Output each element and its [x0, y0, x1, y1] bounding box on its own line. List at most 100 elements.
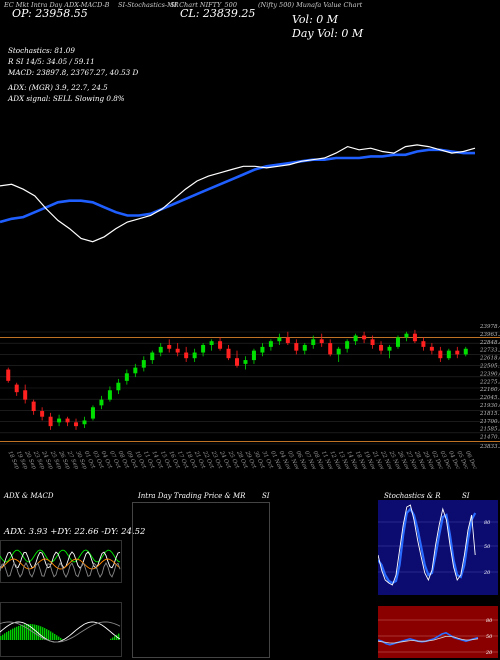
candle-body	[218, 341, 223, 349]
macd-histogram-bar	[0, 636, 2, 640]
candle-body	[14, 384, 19, 393]
macd-histogram-bar	[12, 628, 14, 640]
macd-histogram-bar	[52, 632, 54, 640]
candle-body	[124, 373, 129, 381]
macd-histogram-bar	[6, 632, 8, 640]
candle-body	[90, 407, 95, 419]
close-price: CL: 23839.25	[180, 7, 256, 20]
stoch-tick-label: 80	[484, 520, 491, 526]
rsi-tick-label: 80	[486, 618, 493, 624]
y-tick-label: 21815.15	[479, 411, 500, 417]
y-tick-label: 22848.85	[479, 340, 500, 346]
adx-line	[0, 551, 121, 569]
candle-body	[226, 348, 231, 359]
macd-histogram-bar	[16, 626, 18, 640]
intra-panel-title-right: SI	[262, 492, 270, 500]
candle-body	[412, 333, 417, 342]
candle-body	[209, 341, 214, 345]
candle-body	[31, 401, 36, 412]
macd-histogram-bar	[44, 628, 46, 640]
candle-body	[235, 358, 239, 366]
y-tick-label: 22618.05	[479, 356, 500, 362]
candle-body	[243, 360, 248, 364]
candle-body	[260, 346, 265, 353]
candle-body	[370, 339, 375, 345]
candle-body	[40, 411, 45, 417]
adx-macd-panel	[0, 540, 122, 657]
macd-histogram-bar	[28, 624, 30, 640]
adx-panel-values: ADX: 3.93 +DY: 22.66 -DY: 24.52	[4, 527, 146, 537]
price-line-chart	[0, 144, 476, 243]
y-tick-label: 21700.15	[479, 419, 500, 425]
macd-histogram-bar	[26, 624, 28, 640]
candle-body	[429, 346, 434, 351]
mrsi-line	[378, 635, 479, 644]
macd-histogram-bar	[46, 629, 48, 640]
intra-panel-title: Intra Day Trading Price & MR	[138, 492, 246, 500]
candle-body	[201, 344, 206, 353]
candle-body	[345, 341, 350, 349]
candle-body	[302, 344, 307, 351]
candle-body	[328, 343, 333, 355]
price-line	[0, 148, 475, 224]
macd-histogram-bar	[116, 634, 118, 640]
adx-line	[0, 562, 121, 578]
candle-body	[294, 343, 299, 351]
macd-histogram-bar	[36, 624, 38, 640]
macd-histogram-bar	[112, 637, 114, 640]
open-price: OP: 23958.55	[12, 7, 88, 20]
adx-signal: ADX signal: SELL Slowing 0.8%	[8, 94, 125, 103]
adx-line	[0, 549, 121, 563]
candle-body	[251, 350, 256, 361]
y-tick-label: 21930.05	[479, 403, 500, 409]
y-tick-label: 23978.45	[479, 324, 500, 330]
adx-value: ADX: (MGR) 3.9, 22.7, 24.5	[8, 83, 108, 92]
adx-line	[0, 558, 121, 570]
macd-histogram-bar	[30, 624, 32, 640]
macd-histogram-bar	[50, 631, 52, 640]
candle-body	[141, 360, 146, 368]
candle-body	[421, 341, 426, 347]
macd-histogram-bar	[62, 639, 64, 640]
candle-body	[353, 335, 358, 342]
macd-histogram-bar	[110, 638, 112, 640]
rsi-tick-label: 20	[485, 650, 493, 656]
macd-histogram-bar	[38, 625, 40, 640]
y-tick-label: 22505.15	[479, 364, 500, 370]
candle-body	[438, 350, 443, 359]
y-tick-label: 22275.55	[479, 379, 500, 385]
candle-body	[463, 348, 468, 355]
macd-histogram-bar	[56, 635, 58, 640]
macd-histogram-bar	[34, 624, 36, 640]
candle-body	[167, 344, 172, 349]
stochastics-value: Stochastics: 81.09	[8, 46, 75, 55]
y-tick-label: 22733.25	[479, 348, 500, 354]
candle-body	[82, 420, 87, 425]
candle-body	[116, 382, 121, 391]
macd-histogram-bar	[22, 624, 24, 640]
candle-body	[268, 341, 273, 347]
candle-body	[311, 339, 316, 345]
candle-body	[175, 348, 180, 353]
y-tick-label: 23963.35	[479, 332, 500, 338]
candle-body	[99, 399, 104, 406]
candle-body	[107, 390, 112, 400]
y-tick-label: 22045.15	[479, 395, 500, 401]
y-tick-label: 21585.55	[479, 427, 500, 433]
y-tick-label: 23833.25	[479, 444, 500, 450]
ma-line	[0, 144, 476, 243]
macd-histogram-bar	[40, 626, 42, 640]
header-symbol-label: SI Chart NIFTY_500	[170, 1, 237, 9]
candlestick-chart: 23978.45 23963.35 22848.85 22733.25 22618.05…	[0, 324, 500, 472]
rsi-tick-label: 50	[486, 634, 493, 640]
rsi-value: R SI 14/5: 34.05 / 59.11	[8, 57, 95, 66]
header-name-label: (Nifty 500) Munafa Value Chart	[258, 1, 363, 9]
williams-r-line	[378, 504, 476, 586]
macd-histogram-bar	[118, 633, 120, 640]
macd-histogram-bar	[48, 630, 50, 640]
volume: Vol: 0 M	[292, 13, 339, 26]
macd-histogram-bar	[54, 633, 56, 640]
candle-body	[387, 346, 392, 351]
candle-body	[336, 348, 341, 355]
macd-histogram-bar	[4, 633, 6, 640]
